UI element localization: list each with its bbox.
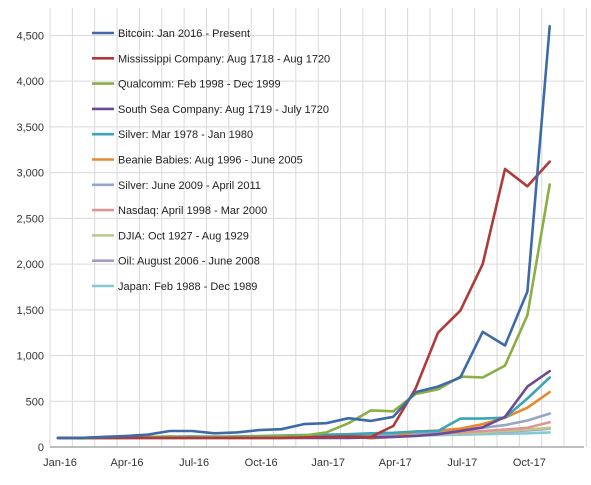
- legend-label: Beanie Babies: Aug 1996 - June 2005: [118, 155, 303, 167]
- y-tick-label: 1,000: [16, 351, 44, 363]
- legend-label: Oil: August 2006 - June 2008: [118, 256, 260, 268]
- x-tick-label: Oct-16: [245, 457, 278, 469]
- x-tick-label: Jan-16: [43, 457, 77, 469]
- y-tick-label: 4,500: [16, 30, 44, 42]
- legend-label: Mississippi Company: Aug 1718 - Aug 1720: [118, 53, 330, 65]
- legend-label: Qualcomm: Feb 1998 - Dec 1999: [118, 79, 281, 91]
- series-line: [56, 24, 552, 440]
- y-tick-label: 1,500: [16, 305, 44, 317]
- x-tick-label: Apr-17: [379, 457, 412, 469]
- y-tick-label: 3,500: [16, 122, 44, 134]
- y-tick-label: 4,000: [16, 76, 44, 88]
- legend-label: Bitcoin: Jan 2016 - Present: [118, 28, 250, 40]
- legend: Bitcoin: Jan 2016 - Present Mississippi C…: [92, 28, 330, 293]
- x-tick-label: Jul-16: [179, 457, 209, 469]
- series-line: [56, 160, 552, 440]
- legend-label: Silver: Mar 1978 - Jan 1980: [118, 129, 253, 141]
- x-tick-label: Oct-17: [513, 457, 546, 469]
- y-tick-label: 3,000: [16, 168, 44, 180]
- legend-label: South Sea Company: Aug 1719 - July 1720: [118, 104, 329, 116]
- y-tick-label: 0: [38, 442, 44, 454]
- legend-label: Silver: June 2009 - April 2011: [118, 180, 261, 192]
- y-tick-label: 500: [26, 396, 44, 408]
- x-tick-label: Jul-17: [447, 457, 477, 469]
- x-tick-label: Apr-16: [111, 457, 144, 469]
- legend-label: DJIA: Oct 1927 - Aug 1929: [118, 230, 249, 242]
- y-tick-label: 2,000: [16, 259, 44, 271]
- legend-label: Japan: Feb 1988 - Dec 1989: [118, 281, 257, 293]
- y-tick-label: 2,500: [16, 213, 44, 225]
- x-tick-label: Jan-17: [311, 457, 345, 469]
- legend-label: Nasdaq: April 1998 - Mar 2000: [118, 205, 267, 217]
- series-lines: [56, 24, 552, 440]
- grid: [49, 8, 587, 447]
- axes: 0 500 1,000 1,500 2,000 2,500 3,000 3,500 4,000 4…: [16, 30, 584, 469]
